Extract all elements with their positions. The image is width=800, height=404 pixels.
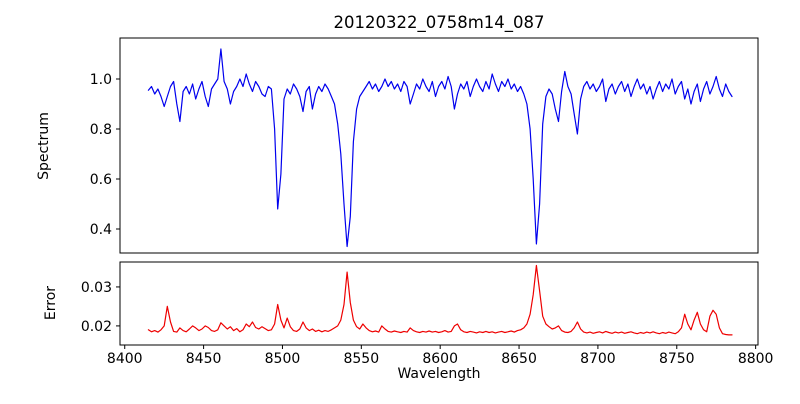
x-axis-label: Wavelength xyxy=(397,366,480,382)
error-axes: 0.03 0.02 8400 8450 8500 8550 8600 8650 8700 875… xyxy=(43,261,774,382)
spectrum-line xyxy=(147,48,733,248)
x-tick-label: 8650 xyxy=(501,351,537,367)
spectrum-axes-border xyxy=(119,37,759,254)
x-tick-label: 8750 xyxy=(659,351,695,367)
spectrum-y-axis-label: Spectrum xyxy=(36,112,52,180)
y-tick-label: 0.8 xyxy=(90,122,112,138)
error-y-axis-label: Error xyxy=(43,286,59,320)
y-tick-label: 0.02 xyxy=(81,319,112,335)
error-line xyxy=(147,264,733,336)
y-tick-label: 0.03 xyxy=(81,280,112,296)
x-tick-label: 8500 xyxy=(265,351,301,367)
y-tick-label: 0.4 xyxy=(90,222,112,238)
x-tick-label: 8400 xyxy=(107,351,143,367)
y-tick-label: 0.6 xyxy=(90,172,112,188)
chart-title: 20120322_0758m14_087 xyxy=(333,13,544,33)
x-tick-label: 8800 xyxy=(738,351,774,367)
spectrum-ytick-group: 1.0 0.8 0.6 0.4 xyxy=(90,72,120,238)
x-tick-label: 8550 xyxy=(343,351,379,367)
error-axes-border xyxy=(119,261,759,346)
x-tick-label: 8450 xyxy=(186,351,222,367)
error-ytick-group: 0.03 0.02 xyxy=(81,280,120,335)
spectrum-axes: 1.0 0.8 0.6 0.4 Spectrum xyxy=(36,37,759,254)
x-tick-label: 8700 xyxy=(580,351,616,367)
y-tick-label: 1.0 xyxy=(90,72,112,88)
error-xtick-group: 8400 8450 8500 8550 8600 8650 8700 8750 8800 xyxy=(107,345,774,367)
x-tick-label: 8600 xyxy=(422,351,458,367)
